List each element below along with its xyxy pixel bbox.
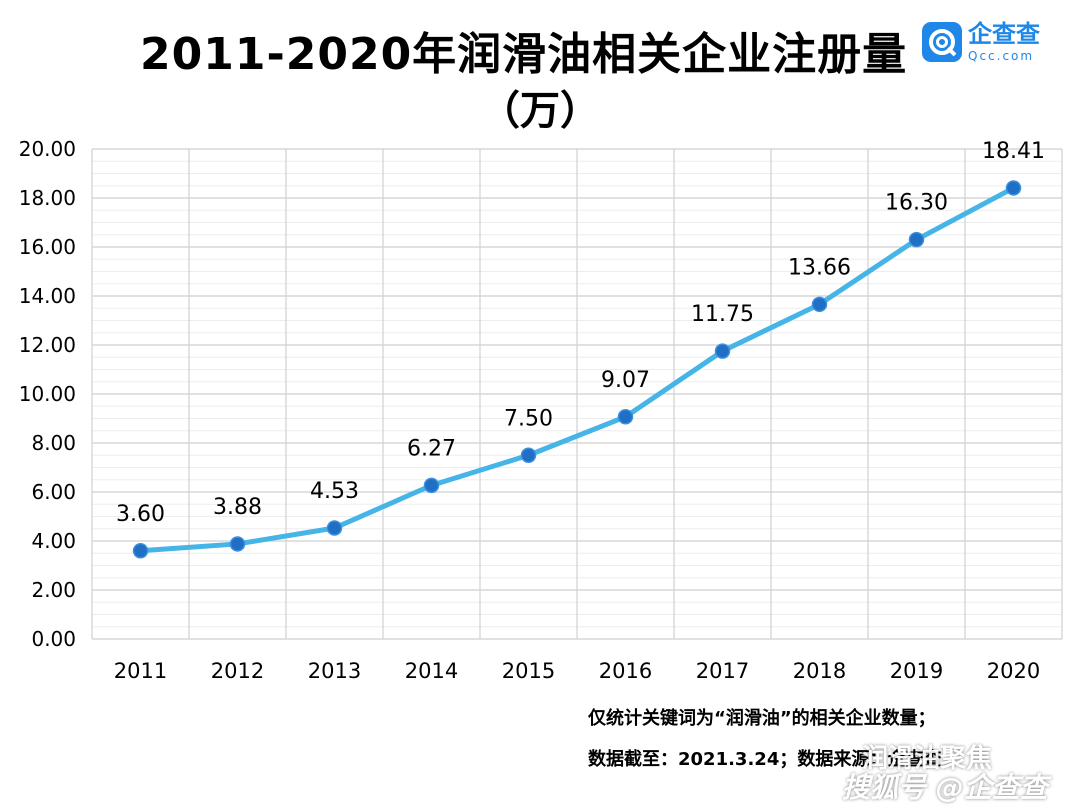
x-tick-label: 2018 [793,659,846,683]
footnote-scope: 仅统计关键词为“润滑油”的相关企业数量； [588,708,936,729]
data-point-marker [520,447,537,463]
x-tick-label: 2012 [211,659,264,683]
data-label: 13.66 [788,255,851,280]
watermark-account: 润滑油聚焦 [862,744,993,774]
data-label: 18.41 [982,139,1045,164]
x-tick-label: 2020 [987,659,1040,683]
y-tick-label: 16.00 [19,235,76,259]
x-tick-label: 2019 [890,659,943,683]
data-label: 3.88 [213,495,262,520]
data-label: 11.75 [691,302,754,327]
y-tick-label: 2.00 [31,578,76,602]
logo-name: 企查查 [968,20,1040,48]
data-label: 3.60 [116,502,165,527]
data-point-marker [326,520,343,536]
data-point-marker [132,543,149,559]
data-point-marker [714,343,731,359]
x-tick-label: 2011 [114,659,167,683]
x-tick-label: 2014 [405,659,458,683]
data-label: 7.50 [504,406,553,431]
data-label: 6.27 [407,436,456,461]
data-point-marker [617,409,634,425]
x-tick-label: 2013 [308,659,361,683]
x-tick-label: 2017 [696,659,749,683]
footnote-source: 数据截至：2021.3.24；数据来源：企查查 [588,749,942,770]
watermark-platform: 搜狐号 @企查查 [842,771,1048,804]
y-tick-label: 0.00 [31,627,76,651]
qcc-logo: 企查查 Qcc.com [922,22,1040,62]
y-tick-label: 10.00 [19,382,76,406]
y-tick-label: 12.00 [19,333,76,357]
data-label: 16.30 [885,191,948,216]
data-point-marker [229,536,246,552]
data-point-marker [811,296,828,313]
data-point-marker [908,231,925,248]
y-tick-label: 20.00 [19,137,76,161]
chart-title: 2011-2020年润滑油相关企业注册量 [140,29,908,80]
data-point-marker [423,477,440,494]
y-tick-label: 18.00 [19,186,76,210]
x-tick-label: 2016 [599,659,652,683]
y-tick-label: 6.00 [31,480,76,504]
data-point-marker [1005,180,1022,196]
y-tick-label: 8.00 [31,431,76,455]
series-line [138,185,1016,554]
chart-subtitle: （万） [480,88,600,134]
qcc-logo-icon [922,22,962,62]
x-tick-label: 2015 [502,659,555,683]
data-label: 4.53 [310,479,359,504]
y-tick-label: 4.00 [31,529,76,553]
y-tick-label: 14.00 [19,284,76,308]
data-label: 9.07 [601,368,650,393]
logo-domain: Qcc.com [968,49,1035,63]
